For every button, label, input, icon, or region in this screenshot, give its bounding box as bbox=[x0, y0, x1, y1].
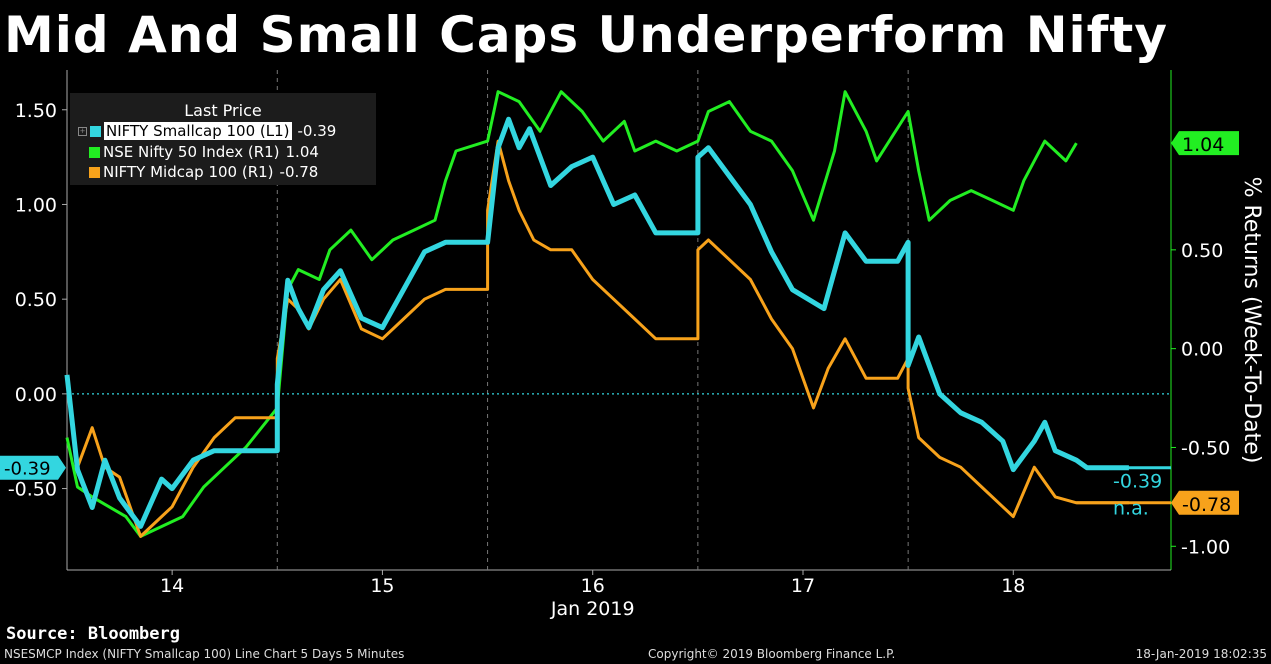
footer-copyright: Copyright© 2019 Bloomberg Finance L.P. bbox=[648, 647, 896, 661]
midcap-swatch bbox=[89, 166, 100, 178]
right-axis-label: % Returns (Week-To-Date) bbox=[1239, 177, 1264, 464]
legend-value-midcap: -0.78 bbox=[279, 163, 319, 181]
source-label: Source: Bloomberg bbox=[6, 624, 180, 644]
right-smallcap-value: -0.39 bbox=[1113, 471, 1162, 493]
legend-value-nifty: 1.04 bbox=[285, 143, 319, 161]
legend[interactable]: Last Price + NIFTY Smallcap 100 (L1) -0.… bbox=[70, 93, 376, 185]
legend-item-nifty[interactable]: NSE Nifty 50 Index (R1) 1.04 bbox=[89, 143, 319, 161]
right-smallcap-na: n.a. bbox=[1113, 498, 1149, 520]
x-tick-label: 16 bbox=[581, 575, 605, 597]
smallcap-swatch bbox=[90, 125, 101, 137]
legend-label-midcap: NIFTY Midcap 100 (R1) bbox=[103, 163, 274, 181]
right-tag-nifty-bg bbox=[1171, 131, 1239, 156]
right-tick-label: 0.00 bbox=[1181, 339, 1223, 361]
x-axis-label: Jan 2019 bbox=[550, 598, 635, 620]
expand-icon[interactable]: + bbox=[78, 126, 87, 136]
footer-description: NSESMCP Index (NIFTY Smallcap 100) Line … bbox=[4, 647, 405, 661]
legend-item-midcap[interactable]: NIFTY Midcap 100 (R1) -0.78 bbox=[89, 163, 318, 181]
x-tick-label: 14 bbox=[160, 575, 184, 597]
series-line-nifty bbox=[65, 90, 1078, 538]
footer-timestamp: 18-Jan-2019 18:02:35 bbox=[1135, 647, 1267, 661]
series-line-smallcap bbox=[64, 116, 1129, 529]
x-tick-label: 15 bbox=[370, 575, 394, 597]
right-tag-midcap-text: -0.78 bbox=[1182, 494, 1231, 516]
legend-title: Last Price bbox=[184, 101, 262, 120]
legend-item-smallcap[interactable]: + NIFTY Smallcap 100 (L1) -0.39 bbox=[78, 122, 336, 140]
left-last-tag-text: -0.39 bbox=[4, 459, 51, 480]
legend-label-smallcap: NIFTY Smallcap 100 (L1) bbox=[104, 122, 292, 140]
right-tick-label: 0.50 bbox=[1181, 240, 1223, 262]
right-tag-midcap-bg bbox=[1171, 490, 1239, 515]
right-tick-label: -1.00 bbox=[1181, 536, 1230, 558]
legend-label-nifty: NSE Nifty 50 Index (R1) bbox=[103, 143, 280, 161]
x-tick-label: 18 bbox=[1001, 575, 1025, 597]
x-tick-label: 17 bbox=[791, 575, 815, 597]
left-tick-label: -0.50 bbox=[8, 479, 57, 501]
series-line-midcap bbox=[65, 139, 1129, 538]
legend-value-smallcap: -0.39 bbox=[297, 122, 337, 140]
left-tick-label: 0.00 bbox=[15, 384, 57, 406]
nifty-swatch bbox=[89, 146, 100, 158]
left-tick-label: 1.00 bbox=[15, 194, 57, 216]
left-last-tag-bg bbox=[0, 455, 66, 480]
right-tick-label: -0.50 bbox=[1181, 437, 1230, 459]
left-tick-label: 0.50 bbox=[15, 289, 57, 311]
right-tag-nifty-text: 1.04 bbox=[1182, 134, 1224, 156]
left-tick-label: 1.50 bbox=[15, 100, 57, 122]
chart-title: Mid And Small Caps Underperform Nifty bbox=[4, 6, 1168, 64]
